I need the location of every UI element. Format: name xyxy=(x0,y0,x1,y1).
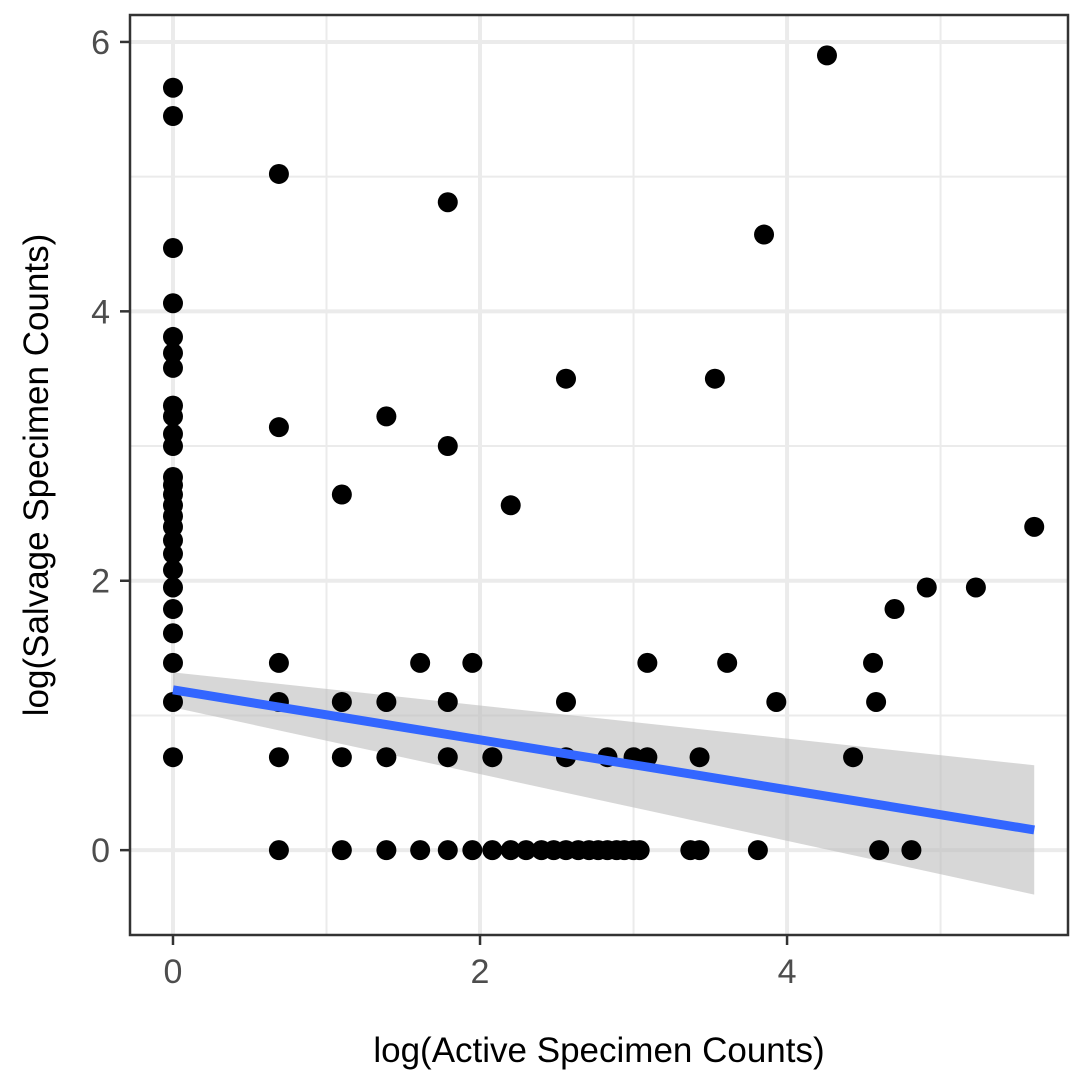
data-point xyxy=(629,840,650,861)
data-point xyxy=(766,691,787,712)
data-point xyxy=(331,840,352,861)
data-point xyxy=(717,652,738,673)
data-point xyxy=(754,224,775,245)
data-point xyxy=(331,747,352,768)
data-point xyxy=(462,840,483,861)
data-point xyxy=(162,691,183,712)
data-point xyxy=(462,652,483,673)
confidence-band-layer xyxy=(172,672,1035,895)
x-axis-title: log(Active Specimen Counts) xyxy=(373,1031,824,1070)
data-point xyxy=(555,368,576,389)
data-point xyxy=(376,840,397,861)
data-point xyxy=(268,652,289,673)
x-axis: 0 2 4 xyxy=(164,935,797,991)
data-point xyxy=(437,436,458,457)
data-point xyxy=(689,747,710,768)
data-point xyxy=(410,840,431,861)
data-point xyxy=(162,436,183,457)
data-point xyxy=(916,577,937,598)
data-point xyxy=(331,484,352,505)
data-point xyxy=(268,840,289,861)
x-tick-label: 0 xyxy=(164,953,183,991)
data-point xyxy=(331,691,352,712)
y-tick-label: 2 xyxy=(91,563,110,601)
data-point xyxy=(162,652,183,673)
data-point xyxy=(162,747,183,768)
data-point xyxy=(437,691,458,712)
data-point xyxy=(500,495,521,516)
data-point xyxy=(162,77,183,98)
data-point xyxy=(376,747,397,768)
data-point xyxy=(637,652,658,673)
data-point xyxy=(162,599,183,620)
confidence-band xyxy=(172,672,1035,895)
data-point xyxy=(162,577,183,598)
fit-line-layer xyxy=(172,685,1035,835)
data-point xyxy=(965,577,986,598)
data-point xyxy=(162,343,183,364)
data-point xyxy=(437,192,458,213)
data-point xyxy=(901,840,922,861)
y-tick-label: 0 xyxy=(91,832,110,870)
data-point xyxy=(866,691,887,712)
data-point xyxy=(162,357,183,378)
data-point xyxy=(747,840,768,861)
data-point xyxy=(437,747,458,768)
data-point xyxy=(437,840,458,861)
y-axis-title: log(Salvage Specimen Counts) xyxy=(17,234,56,716)
data-point xyxy=(162,543,183,564)
data-point xyxy=(555,691,576,712)
panel-border xyxy=(128,13,1070,937)
data-point xyxy=(162,106,183,127)
data-point xyxy=(482,840,503,861)
x-tick-label: 2 xyxy=(471,953,490,991)
data-point xyxy=(843,747,864,768)
y-tick-label: 6 xyxy=(91,24,110,62)
y-tick-label: 4 xyxy=(91,293,110,331)
data-point xyxy=(884,599,905,620)
data-point xyxy=(162,623,183,644)
data-point xyxy=(268,747,289,768)
data-point xyxy=(162,238,183,259)
data-point xyxy=(162,293,183,314)
data-point xyxy=(869,840,890,861)
data-point xyxy=(162,559,183,580)
data-point xyxy=(516,840,537,861)
data-point xyxy=(482,747,503,768)
data-point xyxy=(1024,516,1045,537)
x-tick-label: 4 xyxy=(778,953,797,991)
data-point xyxy=(863,652,884,673)
data-point xyxy=(376,691,397,712)
regression-line xyxy=(172,685,1035,835)
data-point xyxy=(268,417,289,438)
data-point xyxy=(689,840,710,861)
data-point xyxy=(704,368,725,389)
y-axis: 0 2 4 6 xyxy=(91,24,130,870)
data-point xyxy=(162,406,183,427)
data-point xyxy=(376,406,397,427)
data-point xyxy=(500,840,521,861)
data-point xyxy=(816,45,837,66)
data-point xyxy=(410,652,431,673)
data-point xyxy=(162,326,183,347)
data-point xyxy=(268,163,289,184)
